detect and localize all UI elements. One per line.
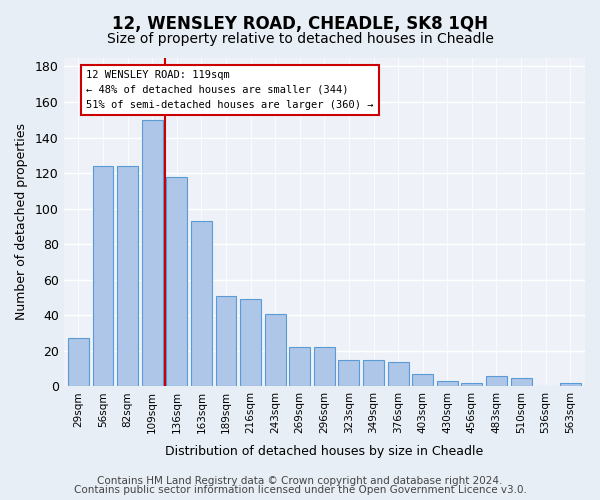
Text: 12 WENSLEY ROAD: 119sqm
← 48% of detached houses are smaller (344)
51% of semi-d: 12 WENSLEY ROAD: 119sqm ← 48% of detache…	[86, 70, 373, 110]
Text: Contains public sector information licensed under the Open Government Licence v3: Contains public sector information licen…	[74, 485, 526, 495]
Bar	[68, 338, 89, 386]
Bar	[338, 360, 359, 386]
Bar	[412, 374, 433, 386]
Bar	[191, 221, 212, 386]
Bar	[166, 176, 187, 386]
Bar	[486, 376, 507, 386]
Bar	[240, 300, 261, 386]
Bar	[511, 378, 532, 386]
Bar	[142, 120, 163, 386]
Bar	[560, 383, 581, 386]
Text: 12, WENSLEY ROAD, CHEADLE, SK8 1QH: 12, WENSLEY ROAD, CHEADLE, SK8 1QH	[112, 15, 488, 33]
X-axis label: Distribution of detached houses by size in Cheadle: Distribution of detached houses by size …	[165, 444, 484, 458]
Bar	[461, 383, 482, 386]
Bar	[117, 166, 138, 386]
Bar	[363, 360, 384, 386]
Text: Contains HM Land Registry data © Crown copyright and database right 2024.: Contains HM Land Registry data © Crown c…	[97, 476, 503, 486]
Bar	[437, 381, 458, 386]
Bar	[265, 314, 286, 386]
Bar	[314, 348, 335, 387]
Text: Size of property relative to detached houses in Cheadle: Size of property relative to detached ho…	[107, 32, 493, 46]
Bar	[289, 348, 310, 387]
Y-axis label: Number of detached properties: Number of detached properties	[15, 124, 28, 320]
Bar	[92, 166, 113, 386]
Bar	[388, 362, 409, 386]
Bar	[215, 296, 236, 386]
